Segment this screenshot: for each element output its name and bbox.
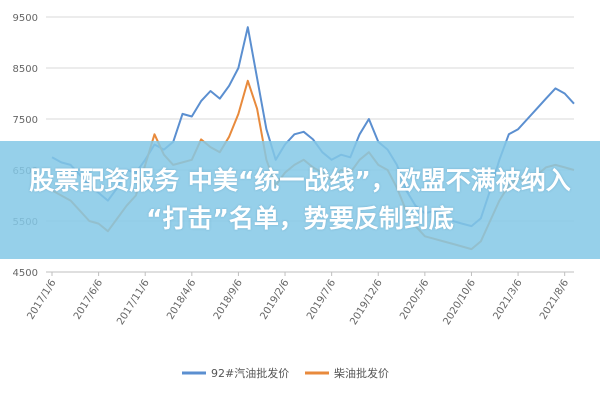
x-tick-label: 2017/6/6 bbox=[72, 278, 105, 322]
legend-label-gasoline: 92#汽油批发价 bbox=[211, 366, 289, 380]
x-tick-label: 2020/5/6 bbox=[398, 278, 431, 322]
x-tick-label: 2021/3/6 bbox=[491, 278, 524, 322]
x-tick-label: 2019/2/6 bbox=[258, 278, 291, 322]
x-tick-label: 2017/11/6 bbox=[115, 278, 152, 327]
x-tick-label: 2021/8/6 bbox=[538, 278, 571, 322]
x-tick-label: 2019/7/6 bbox=[305, 278, 338, 322]
x-tick-label: 2018/4/6 bbox=[165, 278, 198, 322]
y-tick-label: 9500 bbox=[13, 13, 38, 24]
y-tick-label: 7500 bbox=[13, 115, 38, 126]
x-tick-label: 2017/1/6 bbox=[25, 278, 58, 322]
y-tick-label: 4500 bbox=[13, 268, 38, 279]
headline-line-1: 股票配资服务 中美“统一战线”，欧盟不满被纳入 bbox=[29, 166, 571, 195]
legend: 92#汽油批发价 柴油批发价 bbox=[182, 366, 389, 380]
x-tick-label: 2018/9/6 bbox=[212, 278, 245, 322]
headline-line-2: “打击”名单，势要反制到底 bbox=[146, 204, 454, 233]
legend-label-diesel: 柴油批发价 bbox=[334, 366, 389, 380]
headline-overlay-banner: 股票配资服务 中美“统一战线”，欧盟不满被纳入 “打击”名单，势要反制到底 bbox=[0, 141, 600, 259]
x-axis-tick-labels: 2017/1/6 2017/6/6 2017/11/6 2018/4/6 2018/9/… bbox=[25, 272, 571, 327]
x-tick-label: 2019/12/6 bbox=[348, 278, 385, 327]
y-tick-label: 8500 bbox=[13, 64, 38, 75]
x-tick-label: 2020/10/6 bbox=[442, 278, 479, 327]
